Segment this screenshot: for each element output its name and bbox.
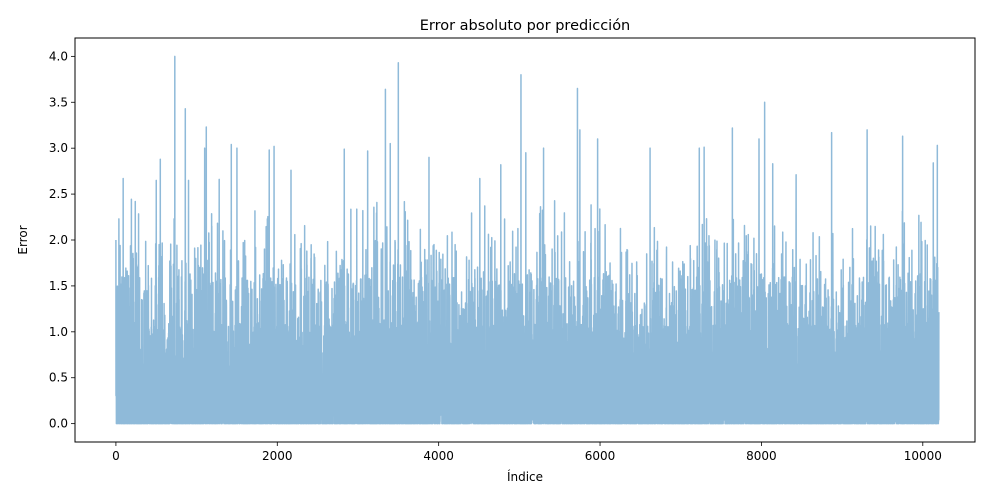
y-tick-label: 1.5 bbox=[49, 279, 68, 293]
x-tick-label: 6000 bbox=[585, 449, 616, 463]
x-axis-label: Índice bbox=[507, 469, 543, 484]
series-layer bbox=[115, 55, 940, 425]
x-tick-label: 8000 bbox=[746, 449, 777, 463]
chart-title: Error absoluto por predicción bbox=[420, 18, 631, 34]
x-tick-label: 0 bbox=[112, 449, 120, 463]
y-tick-label: 3.5 bbox=[49, 95, 68, 109]
y-tick-label: 3.0 bbox=[49, 141, 68, 155]
y-tick-label: 0.5 bbox=[49, 371, 68, 385]
x-axis: 0 2000 4000 6000 8000 10000 bbox=[112, 442, 942, 463]
error-series-line bbox=[115, 55, 940, 425]
x-tick-label: 4000 bbox=[423, 449, 454, 463]
y-tick-label: 4.0 bbox=[49, 49, 68, 63]
y-tick-label: 1.0 bbox=[49, 325, 68, 339]
y-tick-label: 2.0 bbox=[49, 233, 68, 247]
y-axis: 0.0 0.5 1.0 1.5 2.0 2.5 3.0 3.5 4.0 bbox=[49, 49, 75, 431]
y-tick-label: 0.0 bbox=[49, 417, 68, 431]
y-axis-label: Error bbox=[16, 225, 30, 254]
x-tick-label: 10000 bbox=[904, 449, 942, 463]
y-tick-label: 2.5 bbox=[49, 187, 68, 201]
x-tick-label: 2000 bbox=[262, 449, 293, 463]
